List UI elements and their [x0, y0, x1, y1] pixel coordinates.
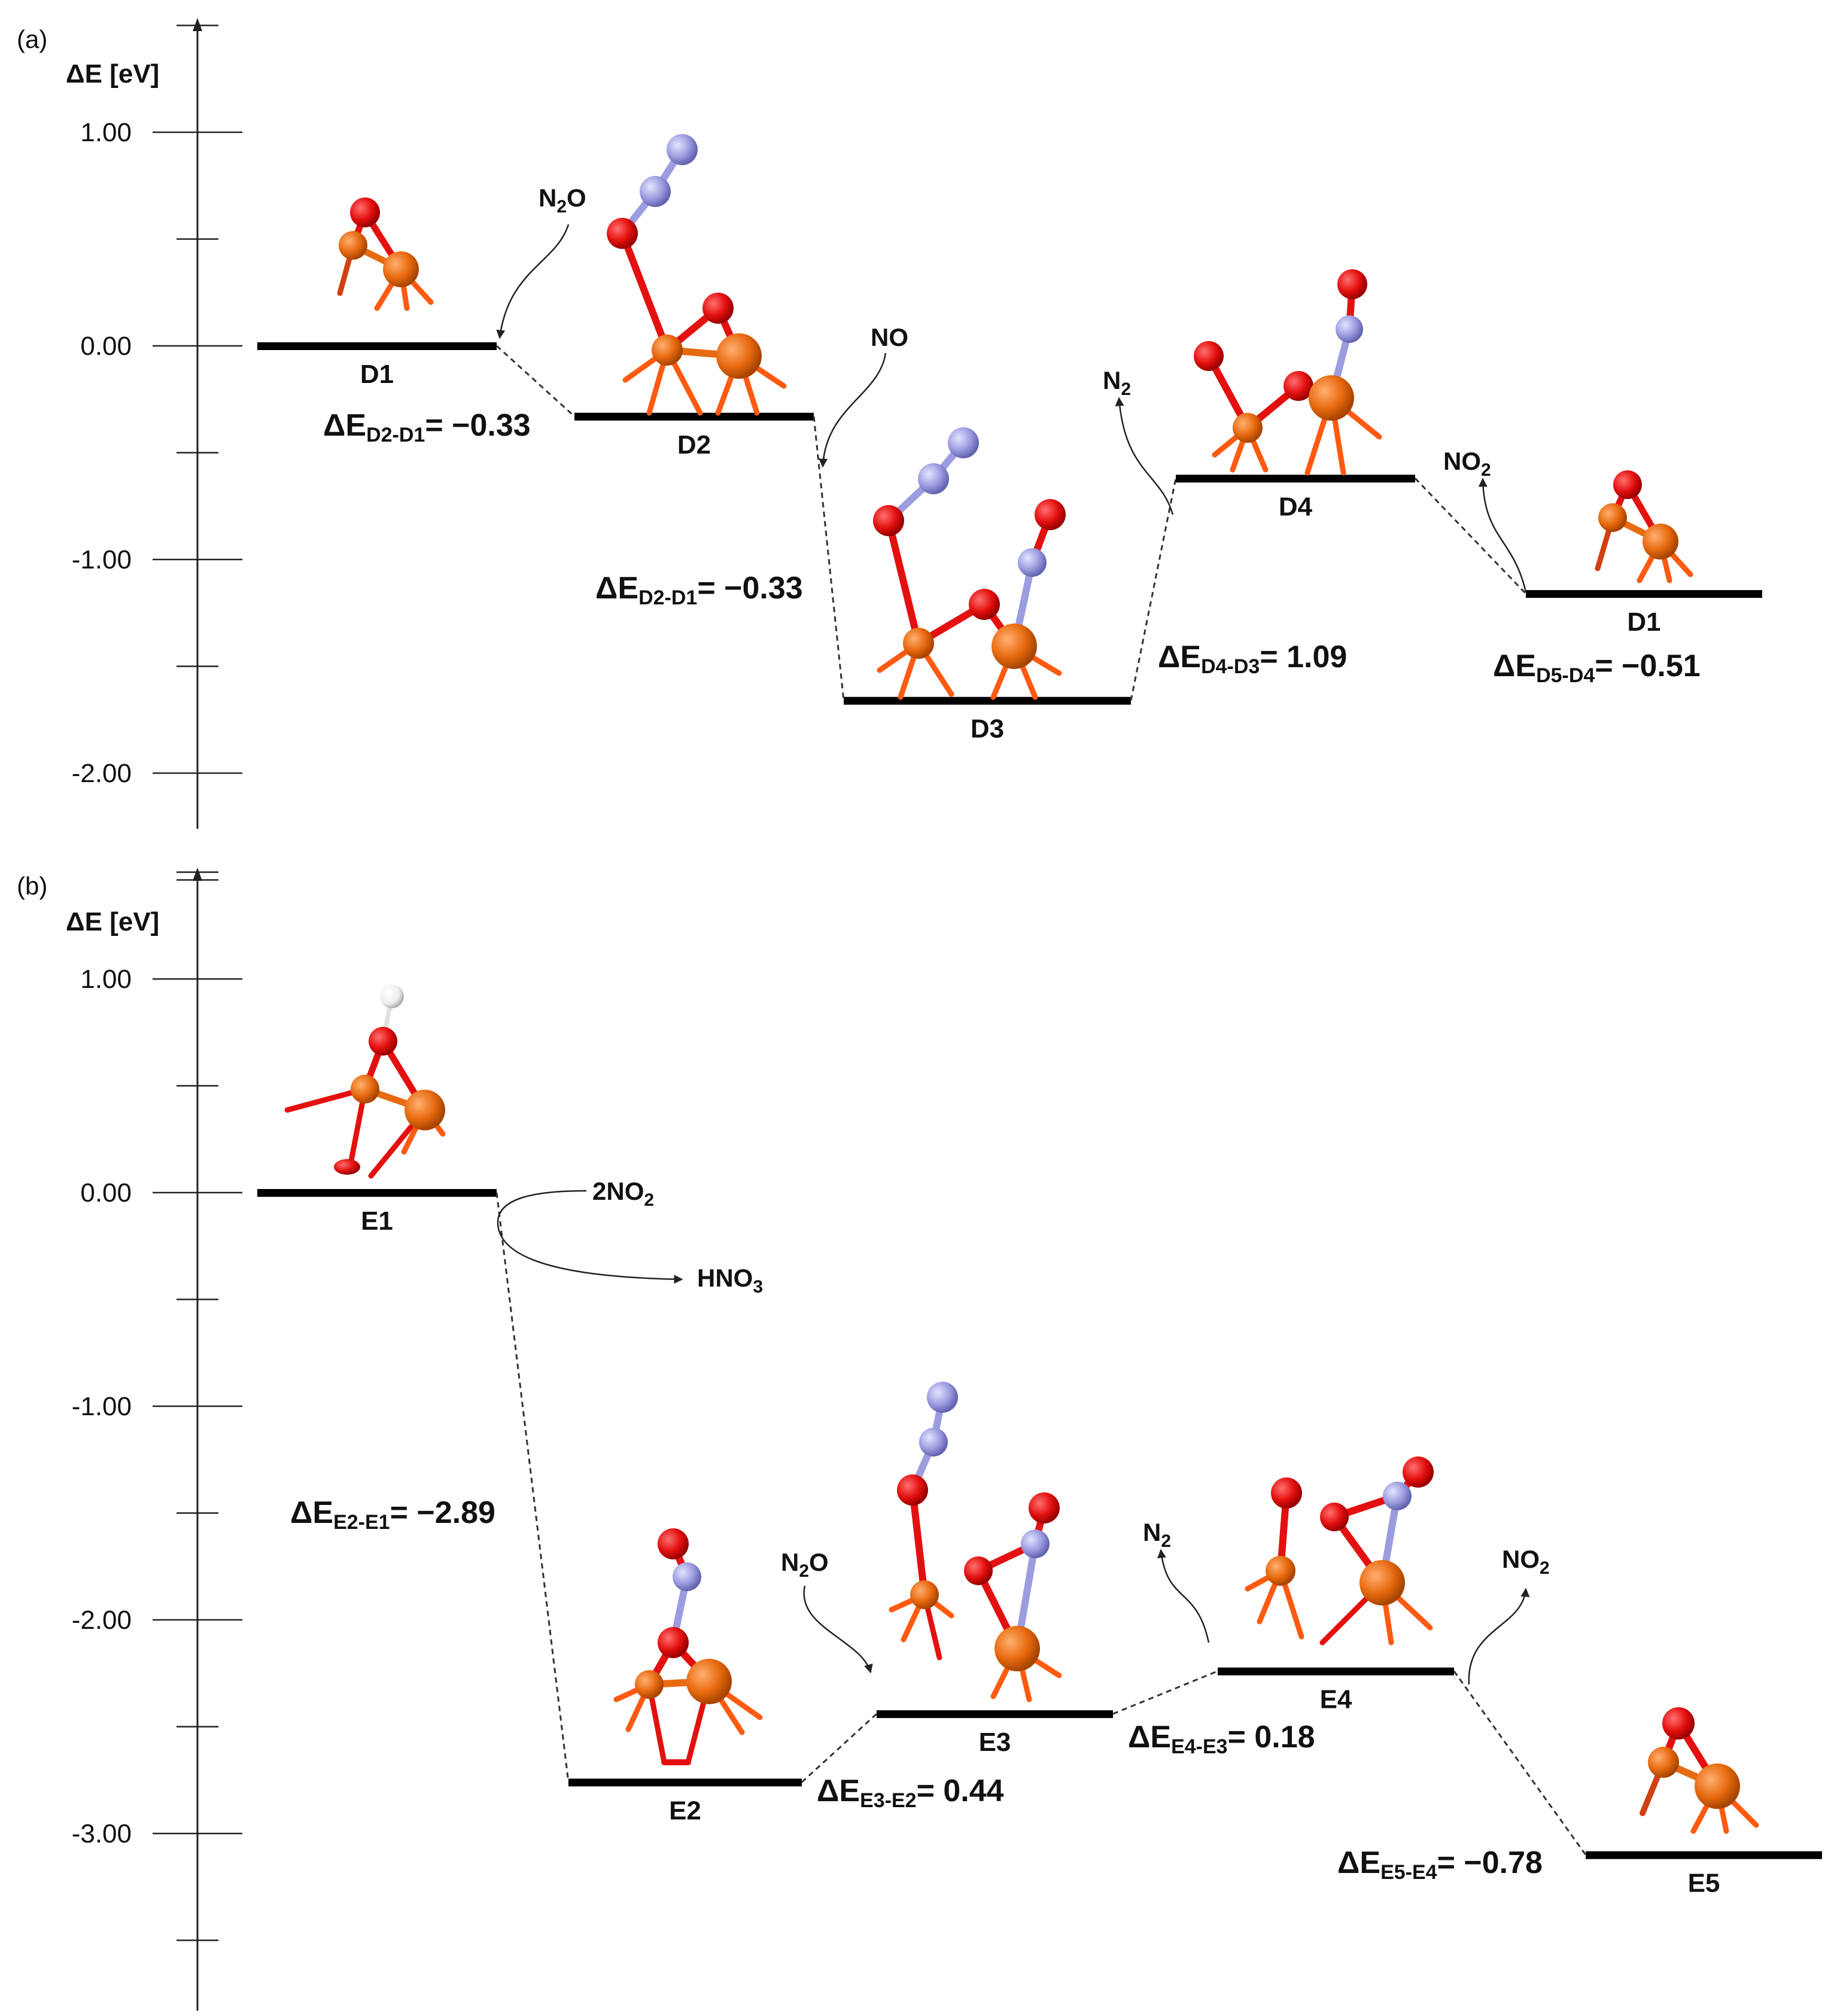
arrow-n2-out-b — [1157, 1549, 1210, 1643]
energy-level-e2 — [568, 1778, 802, 1787]
energy-level-e1 — [257, 1189, 497, 1197]
species-n2o-in: N2O — [539, 184, 586, 217]
level-connector — [1414, 478, 1527, 595]
species-n2-out: N2 — [1103, 366, 1131, 399]
energy-level-d3 — [844, 697, 1131, 705]
level-connector — [1453, 1670, 1587, 1856]
panel-a-label: (a) — [17, 25, 47, 53]
structure-e5 — [1640, 1707, 1759, 1834]
structure-e3 — [889, 1382, 1062, 1702]
arrow-n2-out — [1115, 397, 1174, 515]
structure-d1-final — [1595, 470, 1693, 583]
panel-a: (a) ΔE [eV] 1.00 0.00 -1.00 -2.00 D1 D2 D3 D4 D… — [17, 18, 1762, 881]
panel-a-y-axis-label: ΔE [eV] — [66, 59, 159, 89]
energy-level-e3 — [877, 1710, 1113, 1719]
panel-b-ticks: 1.00 0.00 -1.00 -2.00 -3.00 — [72, 871, 242, 1941]
panel-a-y-axis-arrow — [193, 18, 202, 31]
y-tick-label: -2.00 — [72, 759, 132, 788]
species-no-in: NO — [871, 323, 908, 351]
panel-a-reaction-arrows — [496, 224, 1527, 593]
species-hno3-out: HNO3 — [697, 1264, 763, 1297]
species-2no2-in: 2NO2 — [592, 1177, 654, 1210]
panel-b-reaction-arrows — [497, 1190, 1530, 1685]
arrow-n2o-in-b — [803, 1585, 873, 1674]
level-connector — [813, 416, 845, 701]
structure-e2 — [613, 1528, 763, 1765]
species-no2-out: NO2 — [1443, 447, 1491, 480]
delta-d2-d1: ΔED2-D1= −0.33 — [323, 408, 531, 446]
arrow-2no2-hno3 — [497, 1190, 683, 1284]
panel-b-label: (b) — [17, 872, 47, 900]
delta-e5-e4: ΔEE5-E4= −0.78 — [1337, 1845, 1543, 1884]
energy-level-e4 — [1218, 1667, 1454, 1676]
energy-level-label: E1 — [361, 1206, 393, 1236]
level-connector — [495, 1192, 570, 1783]
energy-level-e5 — [1586, 1851, 1822, 1859]
arrow-n2o-in — [496, 224, 570, 339]
delta-d4-d3: ΔED4-D3= 1.09 — [1158, 640, 1347, 678]
delta-d2-d1-second: ΔED2-D1= −0.33 — [595, 571, 803, 609]
panel-b-y-axis-label: ΔE [eV] — [66, 907, 159, 936]
energy-level-d1 — [257, 342, 497, 350]
energy-level-label: D1 — [1627, 607, 1660, 637]
delta-e2-e1: ΔEE2-E1= −2.89 — [290, 1495, 495, 1534]
energy-level-label: E5 — [1688, 1869, 1720, 1898]
structure-d4 — [1194, 269, 1382, 476]
level-connector — [801, 1713, 878, 1783]
arrow-no-in — [819, 352, 887, 468]
species-n2o-in-b: N2O — [781, 1548, 829, 1581]
structure-d1 — [337, 197, 434, 311]
panel-a-ticks: 1.00 0.00 -1.00 -2.00 — [72, 25, 242, 881]
energy-level-label: E4 — [1320, 1685, 1352, 1714]
y-tick-label: 1.00 — [80, 965, 132, 994]
y-tick-label: 0.00 — [80, 1178, 132, 1208]
delta-d5-d4: ΔED5-D4= −0.51 — [1493, 649, 1701, 687]
energy-level-label: D4 — [1279, 492, 1313, 521]
y-tick-label: -1.00 — [72, 545, 132, 574]
arrow-no2-out-b — [1468, 1588, 1530, 1685]
y-tick-label: -1.00 — [72, 1392, 132, 1421]
y-tick-label: 1.00 — [80, 118, 132, 147]
energy-level-label: D3 — [971, 714, 1004, 744]
y-tick-label: -2.00 — [72, 1605, 132, 1635]
energy-level-label: D1 — [360, 360, 394, 389]
species-no2-out-b: NO2 — [1502, 1545, 1550, 1578]
level-connector — [1112, 1670, 1218, 1715]
energy-level-label: E2 — [669, 1796, 701, 1825]
structure-d3 — [873, 427, 1066, 700]
arrow-no2-out — [1478, 478, 1527, 593]
species-n2-out-b: N2 — [1143, 1518, 1171, 1551]
structure-e4 — [1245, 1456, 1434, 1646]
delta-e3-e2: ΔEE3-E2= 0.44 — [817, 1774, 1004, 1812]
structure-e1 — [284, 984, 446, 1179]
y-tick-label: 0.00 — [80, 332, 132, 361]
y-tick-label: -3.00 — [72, 1819, 132, 1848]
energy-level-label: D2 — [677, 430, 711, 460]
panel-b-y-axis-arrow — [193, 868, 202, 881]
panel-b: (b) ΔE [eV] 1.00 0.00 -1.00 -2.00 -3.00 E1 E2… — [17, 868, 1822, 2011]
energy-level-d2 — [574, 412, 814, 421]
energy-level-label: E3 — [979, 1728, 1011, 1757]
energy-level-d1 — [1526, 590, 1762, 598]
energy-level-d4 — [1176, 475, 1415, 483]
level-connector — [495, 345, 576, 417]
structure-d2 — [607, 134, 787, 416]
delta-e4-e3: ΔEE4-E3= 0.18 — [1128, 1720, 1315, 1758]
